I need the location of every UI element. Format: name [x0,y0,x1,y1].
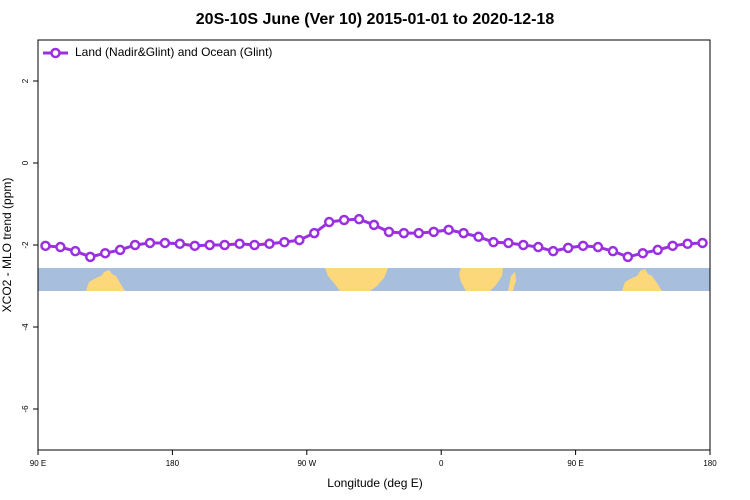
point [413,227,425,239]
point [697,237,708,249]
point [264,238,275,250]
y-tick-label: -2 [21,241,30,249]
point [398,227,410,239]
y-tick-label: 2 [21,78,30,83]
y-tick-label: -4 [21,323,30,331]
point [637,247,649,259]
point [652,244,663,256]
legend-label: Land (Nadir&Glint) and Ocean (Glint) [75,45,272,59]
point [458,227,469,239]
point [607,245,619,257]
point [144,237,156,249]
x-tick-label: 90 W [297,459,316,468]
point [309,227,320,239]
point [428,226,439,238]
point [129,239,141,251]
point [518,239,529,251]
point [323,216,335,228]
point [547,245,559,257]
point [562,242,574,254]
point [159,237,171,249]
point [368,219,380,231]
point [353,213,365,225]
point [443,224,454,236]
point [249,239,260,251]
x-tick-label: 90 E [567,459,583,468]
point [294,234,305,246]
point [279,236,290,248]
point [577,240,589,252]
y-tick-label: 0 [21,160,30,165]
land [622,269,662,291]
point [533,241,544,253]
x-axis-label: Longitude (deg E) [327,476,422,490]
point [473,231,484,243]
point [503,237,514,249]
point [204,239,215,251]
point [189,240,201,252]
y-axis-label: XCO2 - MLO trend (ppm) [0,178,14,313]
point [174,238,186,250]
point [622,251,634,263]
point [592,241,604,253]
x-tick-label: 0 [439,459,444,468]
point [85,251,96,263]
legend-marker [50,47,61,59]
point [40,240,51,252]
point [338,214,350,226]
point [234,238,245,250]
x-tick-label: 180 [703,459,717,468]
point [70,245,81,257]
land [86,270,125,291]
point [383,226,395,238]
x-tick-label: 180 [166,459,180,468]
land [325,268,388,291]
land [459,268,503,291]
map-strip [38,268,710,291]
land [508,272,516,291]
chart-title: 20S-10S June (Ver 10) 2015-01-01 to 2020… [196,11,555,28]
point [219,239,230,251]
point [55,241,66,253]
point [488,236,499,248]
y-tick-label: -6 [21,405,30,413]
point [114,244,126,256]
point [682,238,693,250]
x-tick-label: 90 E [30,459,46,468]
point [99,247,111,259]
point [667,240,678,252]
